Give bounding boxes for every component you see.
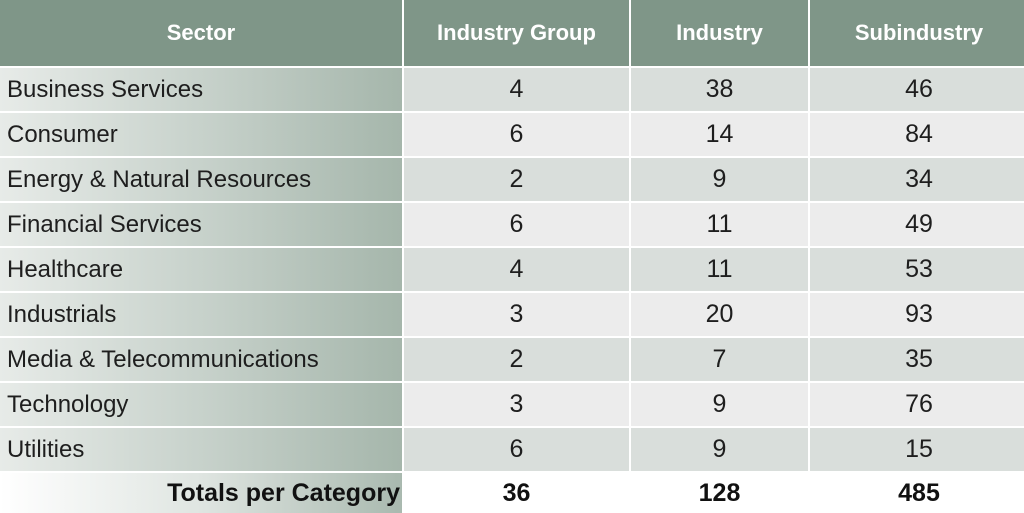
table-row-industry-group: 6 (404, 113, 629, 156)
table-row-industry: 11 (631, 248, 808, 291)
table-row-industry: 9 (631, 158, 808, 201)
table-row-sector: Utilities (0, 428, 402, 471)
table-row-sector: Consumer (0, 113, 402, 156)
table-row-industry-group: 4 (404, 248, 629, 291)
table-row-subindustry: 35 (810, 338, 1024, 381)
header-industry: Industry (631, 0, 808, 66)
table-row-sector: Energy & Natural Resources (0, 158, 402, 201)
table-row-industry-group: 6 (404, 203, 629, 246)
table-row-sector: Financial Services (0, 203, 402, 246)
table-row-industry: 9 (631, 428, 808, 471)
table-row-industry: 9 (631, 383, 808, 426)
header-sector: Sector (0, 0, 402, 66)
table-row-industry-group: 4 (404, 68, 629, 111)
total-industry: 128 (631, 473, 808, 513)
table-row-subindustry: 15 (810, 428, 1024, 471)
totals-label: Totals per Category (0, 473, 402, 513)
table-row-industry: 14 (631, 113, 808, 156)
total-subindustry: 485 (810, 473, 1024, 513)
total-industry-group: 36 (404, 473, 629, 513)
table-row-sector: Healthcare (0, 248, 402, 291)
table-row-industry: 7 (631, 338, 808, 381)
header-industry-group: Industry Group (404, 0, 629, 66)
table-row-subindustry: 46 (810, 68, 1024, 111)
table-row-sector: Media & Telecommunications (0, 338, 402, 381)
table-row-industry-group: 2 (404, 158, 629, 201)
table-row-industry-group: 6 (404, 428, 629, 471)
table-row-industry: 11 (631, 203, 808, 246)
table-row-industry-group: 3 (404, 293, 629, 336)
table-row-industry-group: 2 (404, 338, 629, 381)
table-row-industry: 38 (631, 68, 808, 111)
table-row-sector: Technology (0, 383, 402, 426)
table-row-sector: Industrials (0, 293, 402, 336)
table-row-industry-group: 3 (404, 383, 629, 426)
table-row-sector: Business Services (0, 68, 402, 111)
table-row-subindustry: 93 (810, 293, 1024, 336)
table-row-subindustry: 53 (810, 248, 1024, 291)
table-row-subindustry: 34 (810, 158, 1024, 201)
table-row-subindustry: 49 (810, 203, 1024, 246)
table-row-subindustry: 84 (810, 113, 1024, 156)
header-subindustry: Subindustry (810, 0, 1024, 66)
table-row-industry: 20 (631, 293, 808, 336)
table-row-subindustry: 76 (810, 383, 1024, 426)
